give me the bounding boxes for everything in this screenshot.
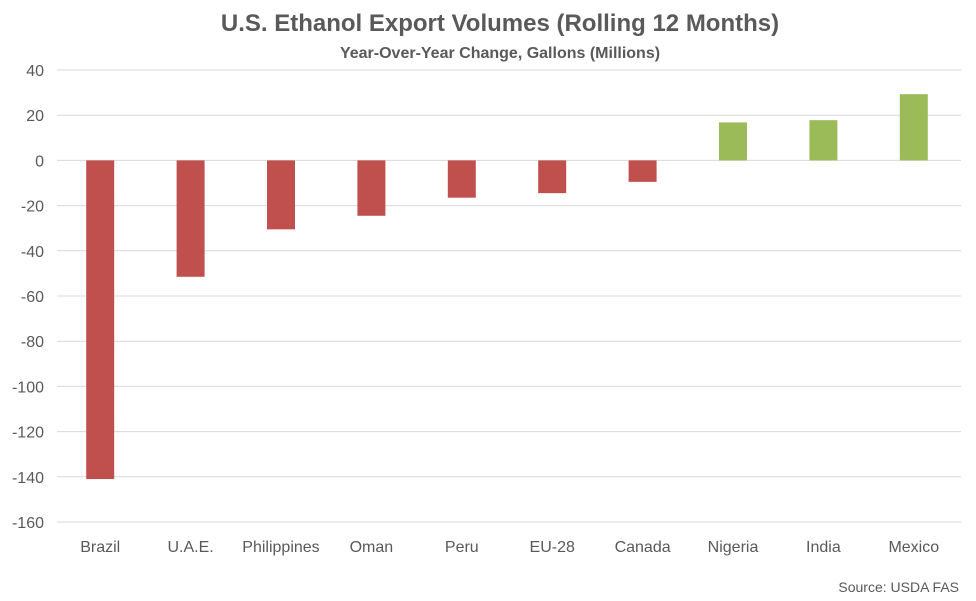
x-axis-category-labels: Brazil U.A.E. Philippines Oman Peru EU-28 Cana… [80, 539, 939, 556]
bar-u-a-e [176, 160, 205, 277]
bars [86, 94, 928, 480]
x-category-label: Brazil [80, 539, 120, 556]
chart-subtitle: Year-Over-Year Change, Gallons (Millions… [340, 45, 660, 62]
bar-canada [628, 160, 657, 182]
bar-philippines [267, 160, 295, 230]
y-tick-label: -20 [21, 199, 44, 216]
x-category-label: Philippines [242, 539, 319, 556]
y-tick-label: -100 [12, 379, 44, 396]
y-tick-label: -80 [21, 334, 44, 351]
x-category-label: India [806, 539, 841, 556]
x-category-label: U.A.E. [167, 539, 213, 556]
x-category-label: Oman [350, 539, 394, 556]
x-category-label: Mexico [888, 539, 939, 556]
y-tick-label: 0 [35, 153, 44, 170]
x-category-label: Nigeria [708, 539, 759, 556]
bar-mexico [899, 94, 928, 161]
source-note: Source: USDA FAS [838, 579, 959, 595]
bar-india [809, 120, 838, 161]
chart-title: U.S. Ethanol Export Volumes (Rolling 12 … [221, 10, 779, 37]
bar-eu-28 [538, 160, 567, 194]
x-category-label: Canada [615, 539, 671, 556]
bar-nigeria [719, 122, 747, 161]
y-axis-tick-labels: 40 20 0 -20 -40 -60 -80 -100 -120 -140 -160 [12, 63, 44, 532]
y-tick-label: 20 [26, 108, 44, 125]
x-category-label: EU-28 [530, 539, 575, 556]
bar-oman [357, 160, 386, 216]
y-tick-label: -60 [21, 289, 44, 306]
y-tick-label: -120 [12, 425, 44, 442]
gridlines [57, 69, 961, 523]
bar-peru [447, 160, 476, 198]
bar-brazil [86, 160, 115, 480]
y-tick-label: -140 [12, 470, 44, 487]
x-category-label: Peru [445, 539, 479, 556]
y-tick-label: 40 [26, 63, 44, 80]
y-tick-label: -40 [21, 244, 44, 261]
y-tick-label: -160 [12, 515, 44, 532]
